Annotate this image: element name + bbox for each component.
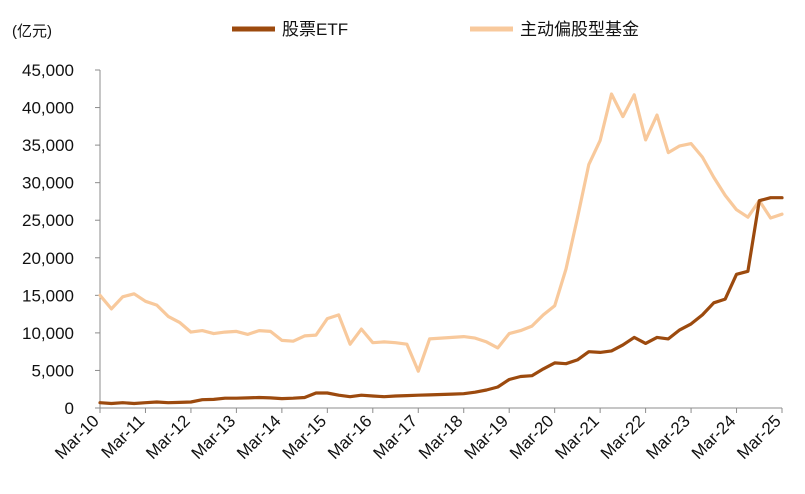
x-tick-label: Mar-25 bbox=[733, 411, 785, 463]
y-tick-label: 30,000 bbox=[22, 174, 74, 193]
x-tick-label: Mar-11 bbox=[98, 411, 149, 462]
y-tick-label: 40,000 bbox=[22, 99, 74, 118]
x-tick-label: Mar-10 bbox=[51, 411, 103, 463]
x-tick-label: Mar-14 bbox=[233, 411, 285, 463]
x-tick-label: Mar-17 bbox=[370, 411, 422, 463]
y-tick-label: 45,000 bbox=[22, 61, 74, 80]
series-layer bbox=[98, 92, 784, 406]
x-tick-label: Mar-21 bbox=[551, 411, 603, 463]
series-line-active-fund bbox=[98, 92, 784, 373]
x-tick-label: Mar-24 bbox=[688, 411, 740, 463]
y-tick-label: 20,000 bbox=[22, 249, 74, 268]
x-tick-label: Mar-19 bbox=[461, 411, 513, 463]
y-tick-label: 25,000 bbox=[22, 211, 74, 230]
y-axis: 0 5,000 10,000 15,000 20,000 25,000 30,000 35,0… bbox=[22, 61, 101, 418]
y-tick-label: 15,000 bbox=[22, 286, 74, 305]
x-tick-label: Mar-18 bbox=[415, 411, 467, 463]
legend-label-etf: 股票ETF bbox=[282, 20, 348, 39]
y-unit-label: (亿元) bbox=[12, 23, 52, 40]
x-tick-label: Mar-22 bbox=[597, 411, 649, 463]
legend: 股票ETF 主动偏股型基金 bbox=[232, 20, 639, 39]
x-tick-label: Mar-12 bbox=[142, 411, 194, 463]
y-tick-label: 10,000 bbox=[22, 324, 74, 343]
y-tick-label: 0 bbox=[65, 399, 74, 418]
x-axis: Mar-10Mar-11Mar-12Mar-13Mar-14Mar-15Mar-… bbox=[51, 407, 785, 463]
legend-label-active-fund: 主动偏股型基金 bbox=[520, 20, 639, 39]
x-tick-label: Mar-16 bbox=[324, 411, 376, 463]
x-tick-label: Mar-15 bbox=[279, 411, 331, 463]
x-tick-label: Mar-13 bbox=[188, 411, 240, 463]
series-line-etf bbox=[98, 196, 784, 406]
x-tick-label: Mar-23 bbox=[642, 411, 694, 463]
y-tick-label: 35,000 bbox=[22, 136, 74, 155]
x-tick-label: Mar-20 bbox=[506, 411, 558, 463]
y-tick-label: 5,000 bbox=[31, 361, 74, 380]
